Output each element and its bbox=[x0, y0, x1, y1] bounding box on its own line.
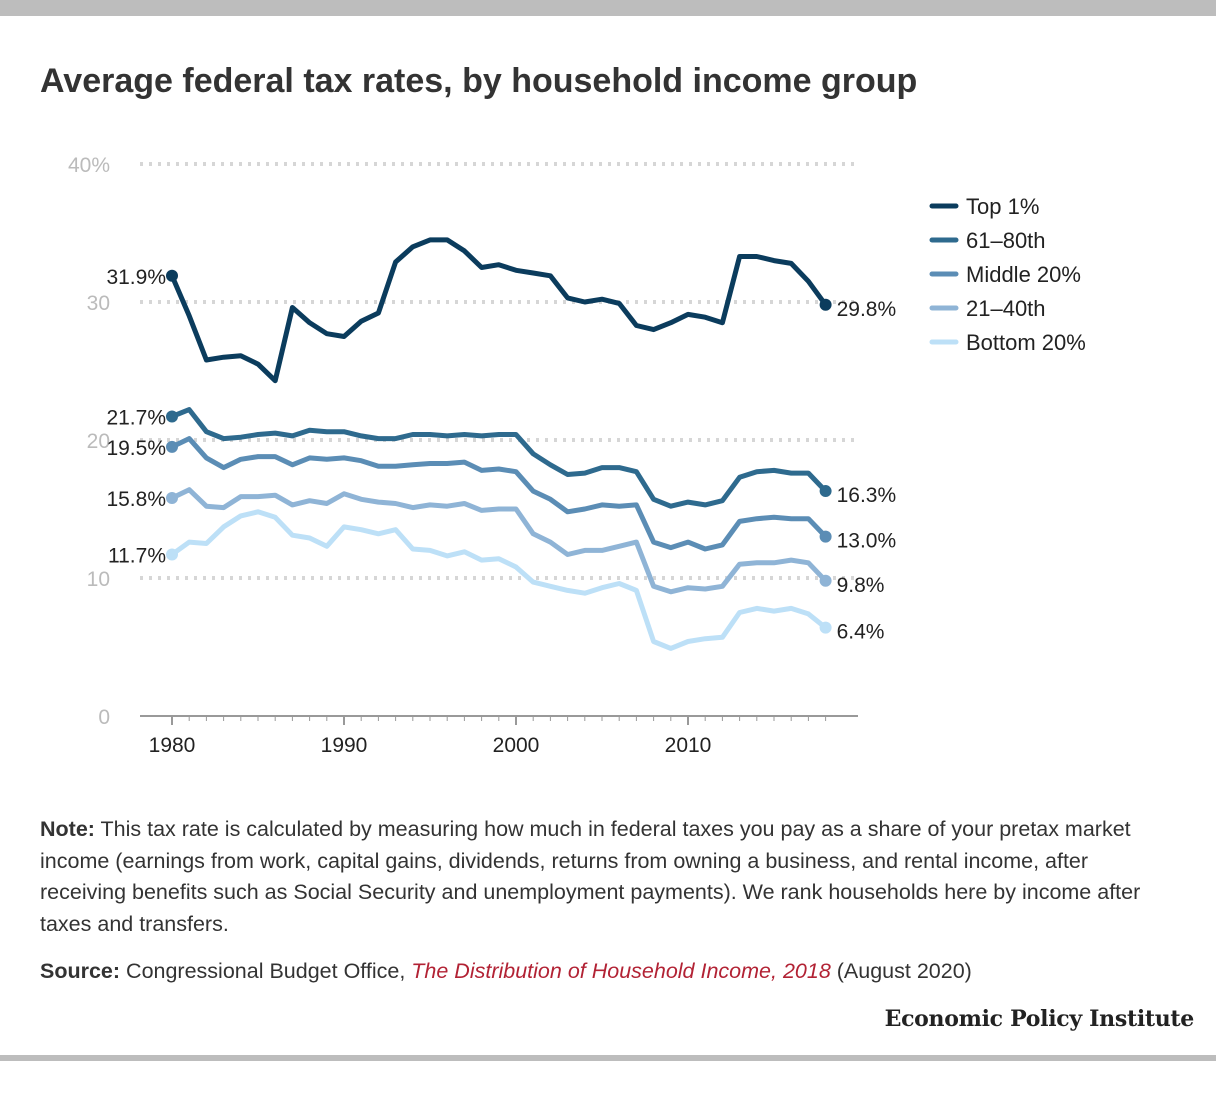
end-label-21-40th: 9.8% bbox=[837, 574, 885, 597]
end-point-top-1 bbox=[819, 298, 832, 311]
chart-source: Source: Congressional Budget Office, The… bbox=[40, 956, 1190, 986]
x-tick-label: 1980 bbox=[149, 734, 196, 757]
line-chart: 0 10 20 30 40% 1980 1990 2000 2010 31.9% 29.8% 21.… bbox=[68, 154, 1086, 757]
source-label: Source: bbox=[40, 959, 121, 983]
end-point-middle-20 bbox=[819, 530, 832, 543]
end-label-61-80th: 16.3% bbox=[837, 484, 897, 507]
y-tick-label: 30 bbox=[87, 292, 110, 315]
publisher-logo: Economic Policy Institute bbox=[884, 1006, 1195, 1032]
start-point-bottom-20 bbox=[166, 548, 178, 561]
start-point-top-1 bbox=[166, 269, 178, 282]
series-line-61-80th bbox=[169, 407, 829, 509]
start-point-21-40th bbox=[166, 491, 178, 504]
series-line-middle-20 bbox=[169, 436, 829, 552]
end-point-21-40th bbox=[819, 574, 832, 587]
legend-label-61-80th: 61–80th bbox=[966, 228, 1046, 253]
source-publication: The Distribution of Household Income, 20… bbox=[411, 959, 831, 983]
source-date: (August 2020) bbox=[830, 959, 972, 983]
series-line-21-40th bbox=[169, 487, 829, 595]
start-label-middle-20: 19.5% bbox=[106, 437, 166, 460]
legend-label-middle-20: Middle 20% bbox=[966, 262, 1081, 287]
series-line-bottom-20 bbox=[169, 509, 829, 651]
legend-label-bottom-20: Bottom 20% bbox=[966, 330, 1086, 355]
legend-label-top-1: Top 1% bbox=[966, 194, 1039, 219]
end-label-top-1: 29.8% bbox=[837, 298, 897, 321]
legend-label-21-40th: 21–40th bbox=[966, 296, 1046, 321]
x-tick-label: 2010 bbox=[665, 734, 712, 757]
y-tick-label: 0 bbox=[98, 706, 110, 729]
start-label-21-40th: 15.8% bbox=[106, 488, 166, 511]
source-text: Congressional Budget Office, bbox=[120, 959, 412, 983]
y-tick-label: 20 bbox=[87, 430, 110, 453]
top-border bbox=[0, 0, 1216, 16]
start-point-61-80th bbox=[166, 410, 178, 423]
y-tick-label: 40% bbox=[68, 154, 110, 177]
chart-note: Note: This tax rate is calculated by mea… bbox=[40, 814, 1180, 940]
x-tick-label: 1990 bbox=[321, 734, 368, 757]
bottom-border bbox=[0, 1055, 1216, 1061]
end-point-bottom-20 bbox=[819, 621, 832, 634]
end-label-bottom-20: 6.4% bbox=[837, 621, 885, 644]
chart-title: Average federal tax rates, by household … bbox=[40, 62, 918, 100]
x-tick-label: 2000 bbox=[493, 734, 540, 757]
y-tick-label: 10 bbox=[87, 568, 110, 591]
end-point-61-80th bbox=[819, 485, 832, 498]
note-text: This tax rate is calculated by measuring… bbox=[40, 817, 1141, 936]
start-point-middle-20 bbox=[166, 440, 178, 453]
start-label-61-80th: 21.7% bbox=[106, 407, 166, 430]
start-label-top-1: 31.9% bbox=[106, 266, 166, 289]
series-line-top-1 bbox=[169, 237, 829, 384]
end-label-middle-20: 13.0% bbox=[837, 530, 897, 553]
note-label: Note: bbox=[40, 817, 95, 841]
start-label-bottom-20: 11.7% bbox=[108, 545, 166, 568]
